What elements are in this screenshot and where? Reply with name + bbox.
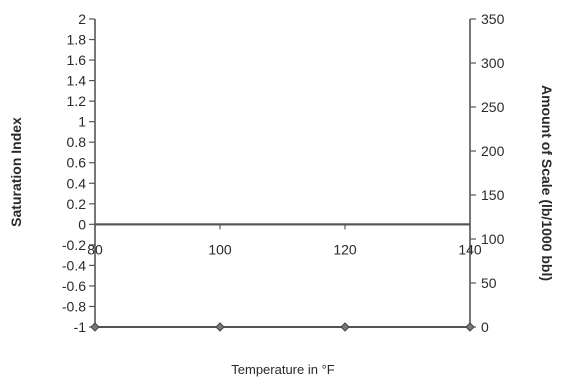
y-left-tick-label: 1.4 bbox=[67, 73, 87, 89]
y-right-tick-label: 100 bbox=[481, 231, 505, 247]
y-right-tick-label: 150 bbox=[481, 187, 505, 203]
y-right-tick-label: 200 bbox=[481, 143, 505, 159]
y-axis-left-title: Saturation Index bbox=[8, 117, 24, 227]
x-axis-title: Temperature in °F bbox=[231, 362, 335, 377]
x-tick-label: 140 bbox=[458, 241, 482, 257]
y-right-tick-label: 250 bbox=[481, 99, 505, 115]
y-left-tick-label: 0.4 bbox=[67, 175, 87, 191]
y-left-tick-label: 1.6 bbox=[67, 52, 87, 68]
y-left-tick-label: -1 bbox=[74, 319, 87, 335]
y-left-tick-label: -0.4 bbox=[62, 257, 86, 273]
series-2-point bbox=[90, 322, 100, 332]
y-right-tick-label: 300 bbox=[481, 55, 505, 71]
y-left-tick-label: 1 bbox=[78, 114, 86, 130]
x-tick-label: 120 bbox=[333, 241, 357, 257]
y-left-tick-label: 0.2 bbox=[67, 196, 87, 212]
x-tick-label: 80 bbox=[87, 241, 103, 257]
y-left-tick-label: -0.6 bbox=[62, 278, 86, 294]
tick-labels: 2 1.8 1.6 1.4 1.2 1 0.8 0.6 0.4 0.2 0 -0.2 -0.4 -0.6 -… bbox=[62, 11, 505, 335]
chart-axes bbox=[89, 18, 476, 328]
plot-area bbox=[90, 223, 475, 332]
y-right-tick-label: 350 bbox=[481, 11, 505, 27]
series-2-point bbox=[215, 322, 225, 332]
y-left-tick-label: -0.8 bbox=[62, 298, 86, 314]
y-right-tick-label: 50 bbox=[481, 275, 497, 291]
y-left-tick-label: 2 bbox=[78, 11, 86, 27]
series-2-point bbox=[465, 322, 475, 332]
y-left-tick-label: 1.2 bbox=[67, 93, 87, 109]
y-axis-right-title: Amount of Scale (lb/1000 bbl) bbox=[539, 85, 555, 281]
x-tick-label: 100 bbox=[208, 241, 232, 257]
y-left-tick-label: 0.6 bbox=[67, 155, 87, 171]
y-right-tick-label: 0 bbox=[481, 319, 489, 335]
y-left-tick-label: -0.2 bbox=[62, 237, 86, 253]
y-left-tick-label: 1.8 bbox=[67, 32, 87, 48]
y-left-tick-label: 0.8 bbox=[67, 134, 87, 150]
y-left-tick-label: 0 bbox=[78, 216, 86, 232]
series-2-point bbox=[340, 322, 350, 332]
